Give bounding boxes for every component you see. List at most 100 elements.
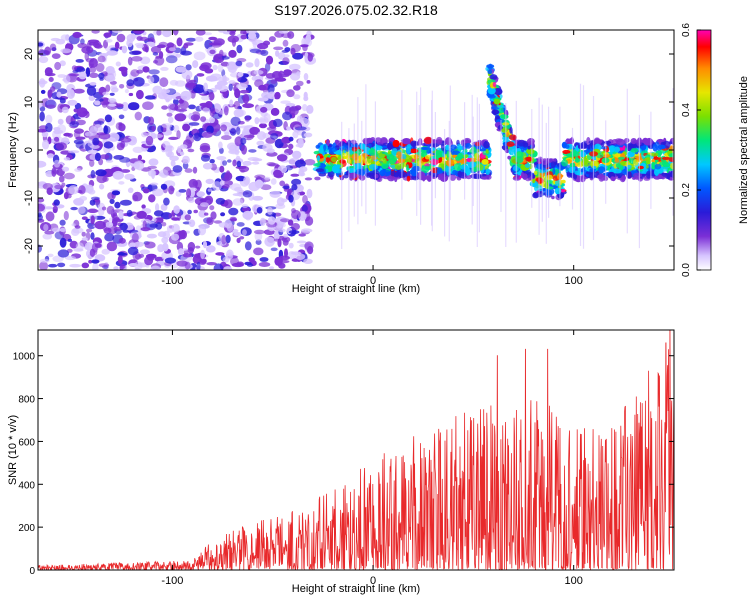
spectrogram-cell	[116, 33, 126, 43]
spectrogram-cell	[487, 94, 496, 99]
spectrogram-cell	[219, 180, 225, 186]
spectrogram-cell	[179, 100, 189, 110]
spectrogram-cell	[88, 259, 93, 264]
spectrogram-cell	[293, 122, 301, 129]
spectrogram-cell	[633, 159, 639, 166]
spectrogram-cell	[195, 30, 206, 36]
spectrogram-cell	[526, 148, 535, 155]
spectrogram-cell	[92, 262, 99, 270]
spectrogram-cell	[650, 152, 659, 157]
spectrogram-cell	[135, 160, 145, 171]
spectrogram-cell	[257, 42, 269, 50]
spectrogram-cell	[566, 138, 570, 143]
spectrogram-cell	[561, 141, 567, 149]
spectrogram-cell	[572, 151, 580, 157]
spectrogram-cell	[108, 132, 120, 142]
spectrogram-cell	[195, 179, 202, 190]
spectrogram-cell	[138, 253, 145, 258]
spectrogram-cell	[69, 73, 81, 77]
spectrogram-cell	[119, 84, 125, 89]
spectrogram-cell	[258, 262, 271, 267]
spectrogram-y-tick-label: 20	[23, 48, 35, 60]
spectrogram-cell	[621, 175, 626, 182]
spectrogram-cell	[57, 118, 64, 125]
spectrogram-cell	[99, 183, 105, 190]
spectrogram-cell	[94, 100, 101, 106]
spectrogram-cell	[179, 144, 188, 149]
spectrogram-cell	[59, 175, 65, 183]
spectrogram-cell	[64, 255, 76, 261]
spectrogram-cell	[241, 207, 251, 212]
spectrogram-cell	[196, 261, 201, 270]
spectrogram-cell	[205, 245, 216, 253]
spectrogram-cell	[208, 91, 215, 101]
spectrogram-cell	[208, 36, 218, 41]
spectrogram-cell	[254, 58, 260, 68]
spectrogram-cell	[75, 136, 86, 140]
spectrogram-cell	[230, 218, 238, 222]
spectrogram-cell	[73, 88, 85, 94]
spectrogram-cell	[485, 149, 489, 154]
spectrogram-cell	[199, 145, 211, 153]
spectrogram-cell	[57, 249, 70, 258]
spectrogram-cell	[342, 152, 346, 158]
colorbar-tick-label: 0.0	[681, 263, 692, 277]
spectrogram-cell	[192, 166, 198, 174]
spectrogram-cell	[118, 66, 128, 72]
spectrogram-cell	[300, 44, 309, 48]
spectrogram-cell	[282, 111, 293, 121]
spectrogram-cell	[560, 189, 566, 193]
spectrogram-cell	[97, 55, 106, 63]
spectrogram-cell	[163, 197, 170, 206]
spectrogram-cell	[288, 230, 300, 235]
spectrogram-cell	[50, 86, 56, 92]
spectrogram-cell	[222, 160, 228, 166]
spectrogram-cell	[616, 138, 626, 146]
snr-y-tick-label: 800	[18, 395, 35, 406]
spectrogram-cell	[66, 89, 75, 99]
spectrogram-cell	[494, 114, 500, 119]
spectrogram-cell	[652, 144, 658, 152]
spectrogram-cell	[296, 240, 307, 244]
spectrogram-cell	[107, 192, 114, 200]
snr-frame	[37, 329, 675, 571]
spectrogram-cell	[379, 169, 386, 177]
spectrogram-cell	[155, 203, 160, 212]
spectrogram-cell	[148, 69, 160, 75]
spectrogram-cell	[45, 104, 56, 109]
spectrogram-cell	[161, 105, 169, 110]
spectrogram-cell	[241, 145, 247, 155]
spectrogram-cell	[229, 128, 237, 136]
spectrogram-cell	[42, 139, 50, 150]
spectrogram-cell	[233, 232, 243, 236]
spectrogram-cell	[56, 91, 62, 98]
spectrogram-cell	[148, 116, 155, 126]
spectrogram-cell	[55, 38, 66, 45]
spectrogram-cell	[466, 158, 472, 162]
spectrogram-cell	[588, 174, 596, 179]
spectrogram-cell	[452, 170, 458, 175]
spectrogram-cell	[101, 206, 107, 211]
spectrogram-cell	[109, 92, 115, 96]
spectrogram-x-label: Height of straight line (km)	[292, 283, 420, 295]
spectrogram-cell	[546, 174, 553, 180]
spectrogram-cell	[493, 98, 501, 105]
spectrogram-cell	[193, 209, 198, 214]
spectrogram-cell	[168, 47, 176, 52]
spectrogram-y-label: Frequency (Hz)	[7, 112, 19, 188]
spectrogram-cell	[654, 163, 662, 170]
spectrogram-cell	[81, 237, 88, 241]
snr-x-ticks: -100 0 100	[161, 330, 583, 587]
snr-y-ticks: 0 200 400 600 800 1000	[13, 352, 674, 577]
spectrogram-cell	[128, 242, 136, 249]
snr-y-label: SNR (10 * v/v)	[7, 415, 19, 485]
spectrogram-cell	[180, 90, 192, 101]
spectrogram-cell	[103, 32, 112, 38]
spectrogram-cell	[202, 240, 208, 249]
spectrogram-cell	[193, 132, 202, 142]
spectrogram-cell	[587, 144, 591, 150]
spectrogram-y-tick-label: -20	[23, 238, 35, 254]
spectrogram-cell	[630, 148, 639, 153]
spectrogram-cell	[182, 155, 190, 165]
spectrogram-cell	[435, 136, 443, 145]
